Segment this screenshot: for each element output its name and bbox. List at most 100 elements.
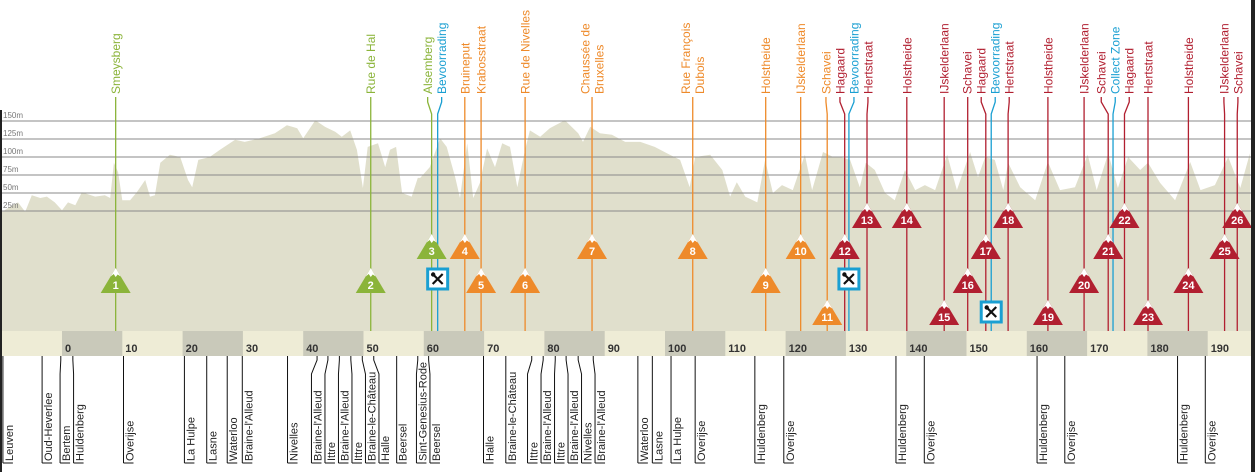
km-tick-label: 70: [487, 343, 499, 355]
snowcap-icon: [1042, 300, 1053, 309]
climb-marker-12: 12: [829, 234, 860, 259]
service-point-name: Collect Zone: [1109, 26, 1123, 94]
snowcap-icon: [587, 234, 598, 243]
climb-marker-19: 19: [1032, 300, 1063, 325]
town-name: Waterloo: [639, 417, 651, 461]
town-line: [540, 356, 544, 463]
feed-zone-marker: [979, 300, 1003, 324]
climb-marker-24: 24: [1173, 268, 1204, 293]
km-tick-label: 60: [427, 343, 439, 355]
mountain-icon: [829, 234, 860, 259]
town-name: Huldenberg: [75, 404, 87, 461]
town-line: [565, 356, 569, 463]
mountain-icon: [466, 268, 497, 293]
climb-marker-26: 26: [1222, 203, 1253, 228]
climb-number: 3: [429, 246, 435, 258]
snowcap-icon: [901, 203, 912, 212]
snowcap-icon: [1079, 268, 1090, 277]
town-name: Halle: [484, 436, 496, 461]
town-name: Overijse: [125, 421, 137, 461]
climb-number: 22: [1118, 215, 1130, 227]
mountain-icon: [891, 203, 922, 228]
service-point-name: Bevoorrading: [435, 23, 449, 94]
climb-number: 4: [462, 246, 469, 258]
climb-name: Holstheide: [759, 37, 773, 94]
town-name: Braine-l'Alleud: [243, 390, 255, 461]
climb-name: Smeysberg: [109, 33, 123, 94]
climb-name: Holstheide: [1182, 37, 1196, 94]
town-name: Ittre: [326, 442, 338, 461]
snowcap-icon: [520, 268, 531, 277]
climb-name: IJskelderlaan: [794, 23, 808, 94]
town-name: Braine-l'Alleud: [596, 390, 608, 461]
km-tick-label: 20: [186, 343, 198, 355]
snowcap-icon: [1143, 300, 1154, 309]
km-tick-label: 100: [668, 343, 686, 355]
climb-marker-13: 13: [852, 203, 883, 228]
town-name: Huldenberg: [1038, 404, 1050, 461]
climb-marker-4: 4: [449, 234, 480, 259]
town-line: [527, 356, 533, 463]
mountain-icon: [1069, 268, 1100, 293]
climb-name: Dubois: [693, 57, 707, 94]
mountain-icon: [510, 268, 541, 293]
snowcap-icon: [962, 268, 973, 277]
town-name: Oud-Heverlee: [43, 393, 55, 461]
km-tick-label: 50: [367, 343, 379, 355]
km-tick-label: 30: [246, 343, 258, 355]
left-border: [0, 110, 2, 472]
town-name: Leuven: [4, 425, 16, 461]
climb-name: Hertstraat: [1003, 41, 1017, 94]
climb-name: Holstheide: [900, 37, 914, 94]
distance-segment: [182, 331, 243, 356]
town-name: Overijse: [785, 421, 797, 461]
snowcap-icon: [1232, 203, 1243, 212]
town-name: La Hulpe: [185, 417, 197, 461]
mountain-icon: [355, 268, 386, 293]
climb-name: Hagaard: [1123, 48, 1137, 94]
town-line: [337, 356, 340, 463]
climb-number: 17: [980, 246, 992, 258]
climb-number: 23: [1142, 312, 1154, 324]
climb-marker-23: 23: [1133, 300, 1164, 325]
climb-number: 10: [795, 246, 807, 258]
town-name: Overijse: [1066, 421, 1078, 461]
climb-number: 2: [368, 280, 374, 292]
climb-marker-17: 17: [970, 234, 1001, 259]
town-name: Ittre: [353, 442, 365, 461]
climb-name: Hertstraat: [861, 41, 875, 94]
mountain-icon: [852, 203, 883, 228]
service-point-name: Bevoorrading: [989, 23, 1003, 94]
climb-line: [1223, 97, 1226, 331]
town-name: La Hulpe: [672, 417, 684, 461]
town-name: Overijse: [696, 421, 708, 461]
climb-name: Hertstraat: [1142, 41, 1156, 94]
mountain-icon: [1222, 203, 1253, 228]
town-line: [59, 356, 62, 463]
mountain-icon: [952, 268, 983, 293]
service-line: [437, 97, 443, 331]
climb-number: 15: [938, 312, 950, 324]
mountain-icon: [1032, 300, 1063, 325]
climb-number: 14: [901, 215, 914, 227]
town-name: Bertem: [61, 426, 73, 461]
elevation-profile-area: [0, 120, 1252, 331]
snowcap-icon: [980, 234, 991, 243]
climb-line: [839, 97, 846, 331]
mountain-icon: [449, 234, 480, 259]
snowcap-icon: [365, 268, 376, 277]
snowcap-icon: [822, 300, 833, 309]
climb-line: [980, 97, 987, 331]
km-tick-label: 170: [1090, 343, 1108, 355]
climb-number: 12: [839, 246, 851, 258]
town-name: Overijse: [1206, 421, 1218, 461]
climb-marker-11: 11: [812, 300, 843, 325]
mountain-icon: [1173, 268, 1204, 293]
service-line: [990, 97, 996, 331]
town-name: Halle: [380, 436, 392, 461]
climb-name: Schavei: [1231, 51, 1245, 94]
distance-segment: [1026, 331, 1088, 356]
town-name: Braine-le-Château: [507, 372, 519, 461]
